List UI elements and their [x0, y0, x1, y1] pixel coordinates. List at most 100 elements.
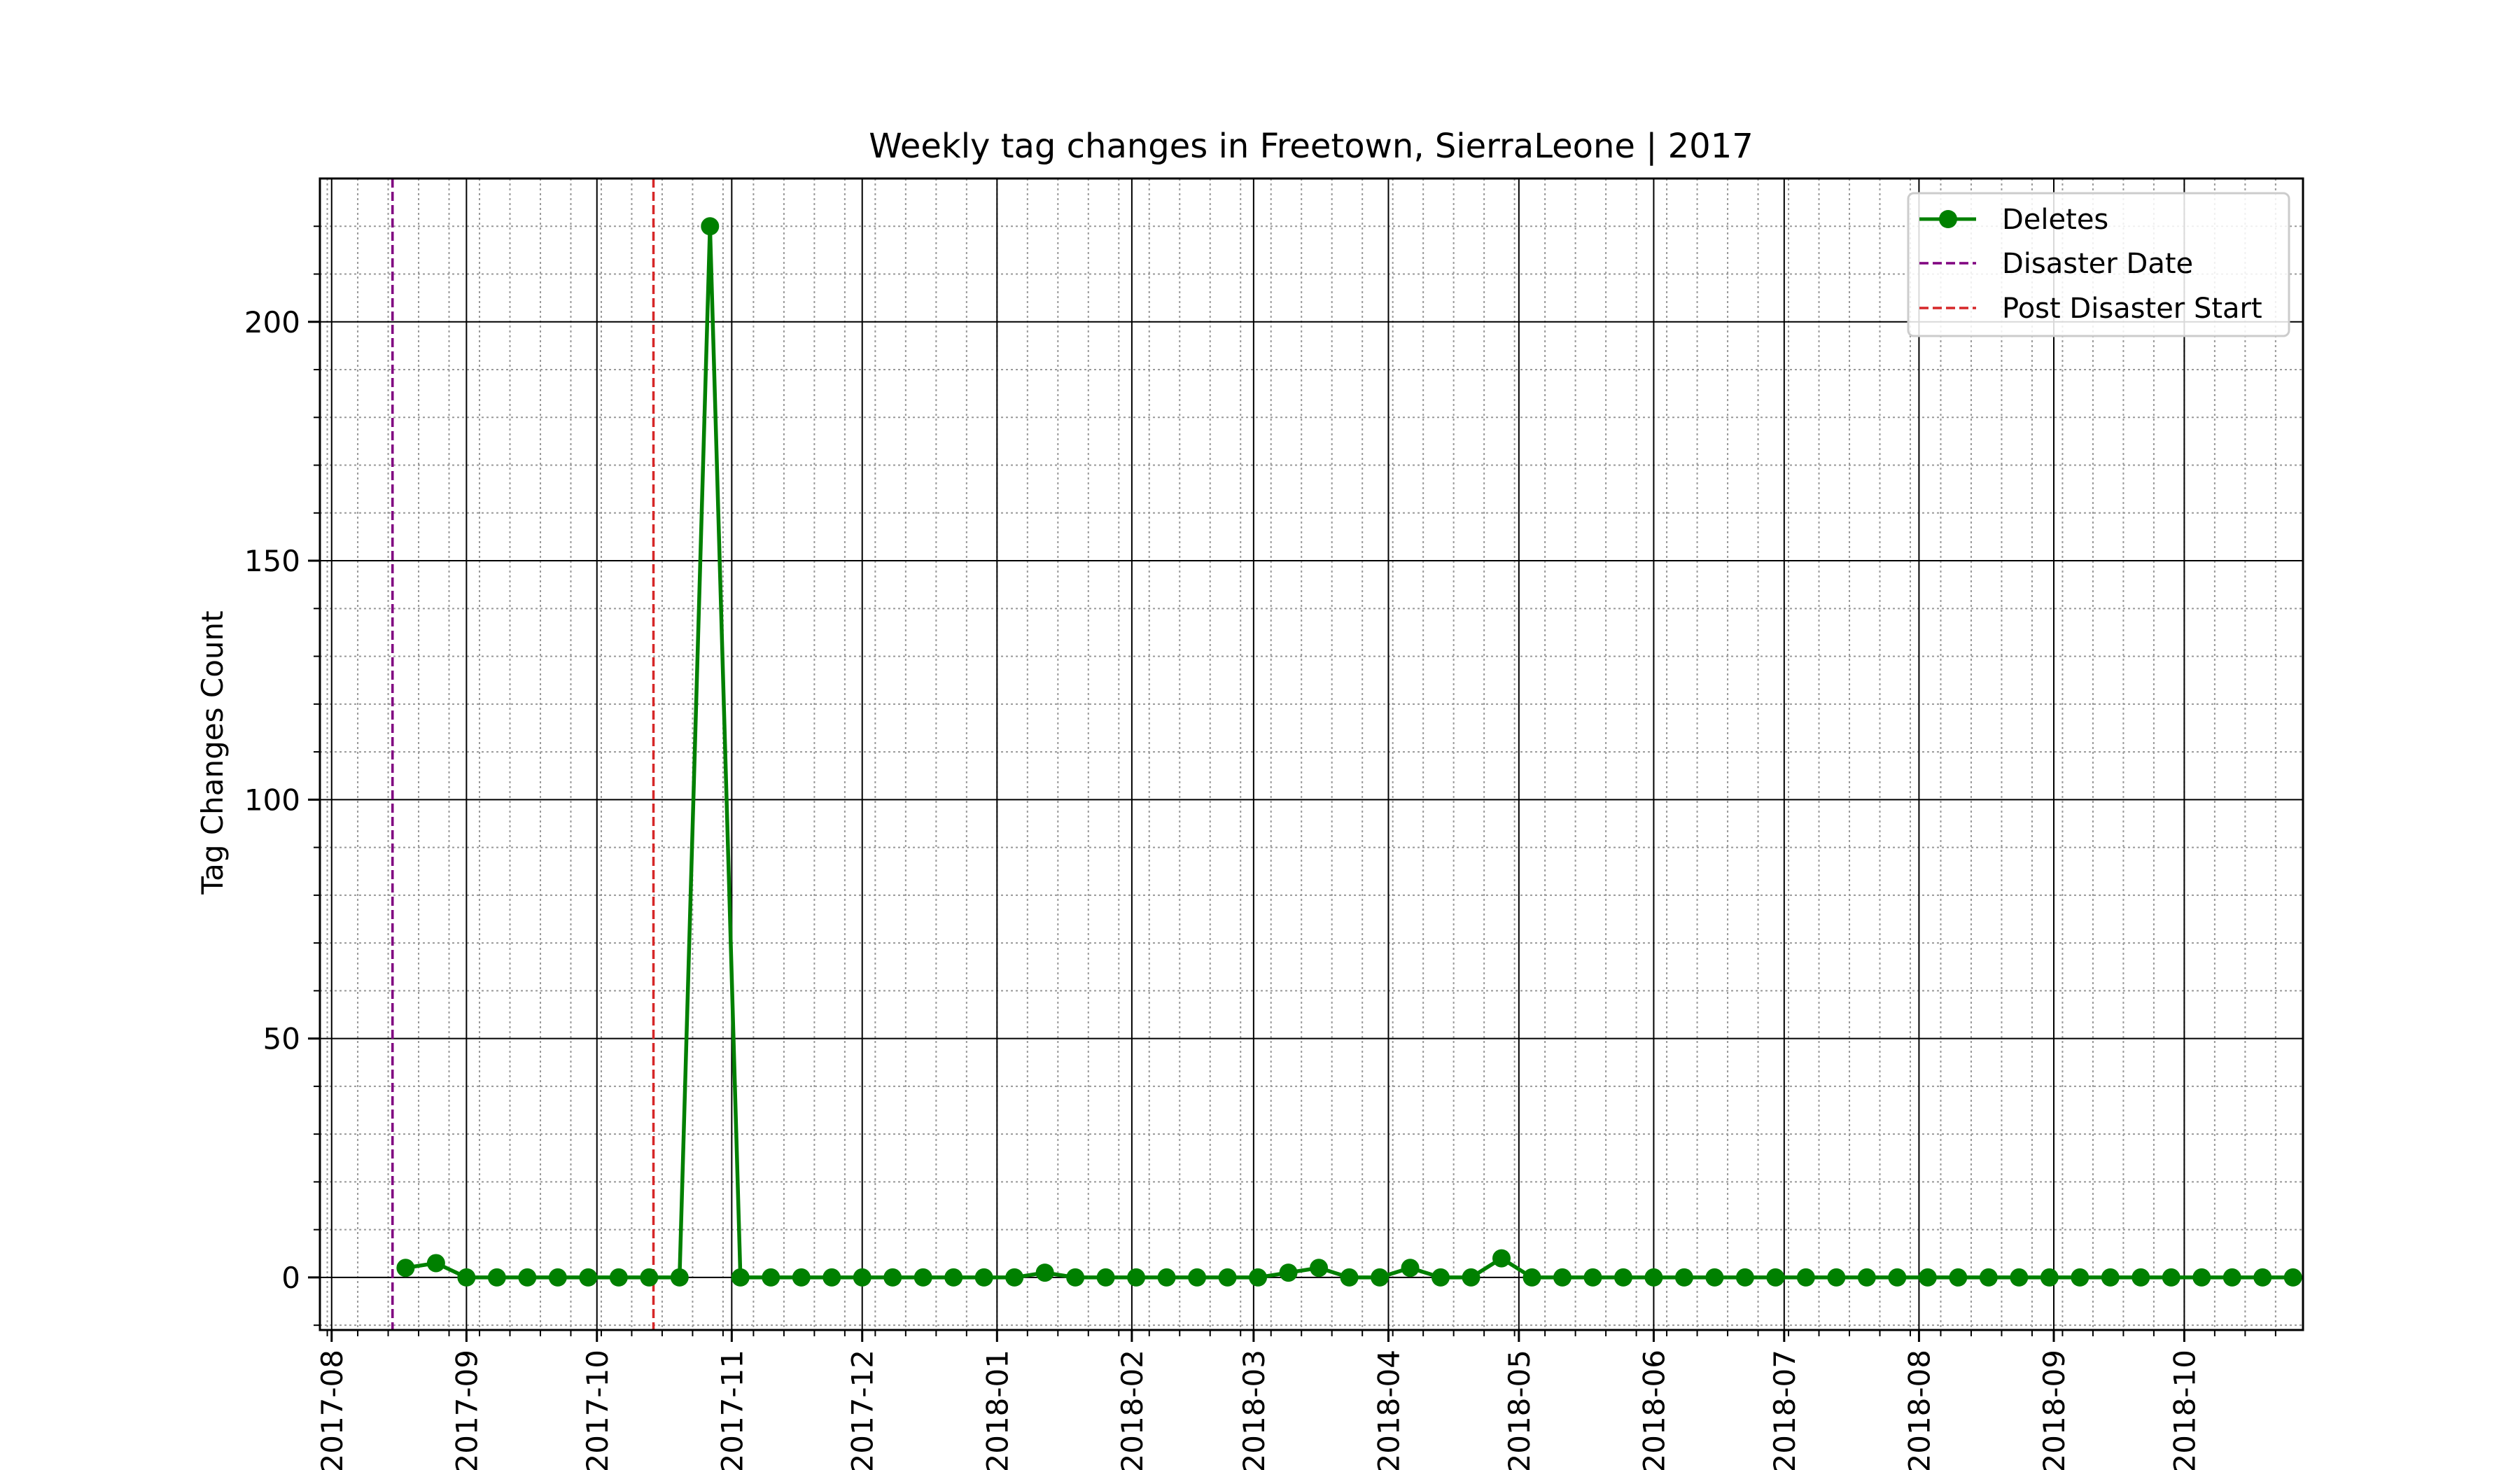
data-point [1005, 1268, 1024, 1287]
data-point [518, 1268, 537, 1287]
x-tick-label: 2018-01 [980, 1350, 1014, 1470]
legend-box [1907, 192, 2290, 337]
y-tick-label: 200 [244, 305, 300, 340]
chart-title: Weekly tag changes in Freetown, SierraLe… [869, 127, 1754, 166]
x-tick-label: 2017-08 [315, 1350, 349, 1470]
x-tick-label: 2017-09 [449, 1350, 484, 1470]
x-tick-label: 2018-02 [1115, 1350, 1149, 1470]
y-tick-label: 100 [244, 783, 300, 817]
data-point [913, 1268, 932, 1287]
data-point [2283, 1268, 2302, 1287]
major-grid [320, 178, 2303, 1330]
data-point [640, 1268, 659, 1287]
data-point [1066, 1268, 1085, 1287]
data-point [2101, 1268, 2120, 1287]
x-tick-label: 2018-08 [1902, 1350, 1936, 1470]
data-point [2040, 1268, 2059, 1287]
data-point [2010, 1268, 2029, 1287]
x-tick-label: 2018-07 [1768, 1350, 1802, 1470]
data-point [1522, 1268, 1541, 1287]
data-point [1949, 1268, 1968, 1287]
y-axis: 0 50 100 150 200 [244, 225, 320, 1326]
x-tick-label: 2018-06 [1637, 1350, 1671, 1470]
data-point [1340, 1268, 1359, 1287]
data-point [1188, 1268, 1207, 1287]
data-point [701, 217, 720, 236]
data-point [396, 1259, 415, 1278]
x-tick-label: 2017-11 [715, 1350, 749, 1470]
data-point [1096, 1268, 1115, 1287]
x-tick-label: 2018-03 [1237, 1350, 1271, 1470]
data-point [944, 1268, 963, 1287]
data-point [2253, 1268, 2272, 1287]
data-point [731, 1268, 750, 1287]
data-point [1735, 1268, 1754, 1287]
data-point [487, 1268, 506, 1287]
data-point [1888, 1268, 1907, 1287]
plot-area [318, 177, 2304, 1331]
data-point [1583, 1268, 1602, 1287]
data-point [883, 1268, 902, 1287]
data-point [426, 1254, 445, 1273]
y-tick-label: 150 [244, 544, 300, 578]
data-point [670, 1268, 689, 1287]
data-point [1310, 1259, 1329, 1278]
data-point [1035, 1264, 1054, 1282]
data-point [792, 1268, 811, 1287]
minor-grid [320, 178, 2303, 1330]
data-point [1614, 1268, 1632, 1287]
data-point [1249, 1268, 1268, 1287]
data-series [396, 217, 2302, 1287]
data-point [1432, 1268, 1450, 1287]
data-point [1462, 1268, 1480, 1287]
data-point [1218, 1268, 1237, 1287]
data-point [1766, 1268, 1785, 1287]
data-point [1401, 1259, 1420, 1278]
data-point [822, 1268, 841, 1287]
data-point [974, 1268, 993, 1287]
data-point [609, 1268, 628, 1287]
data-point [1279, 1264, 1298, 1282]
event-lines [391, 178, 655, 1330]
x-axis: 2017-08 2017-09 2017-10 2017-11 2017-12 2018-… [315, 1330, 2276, 1470]
y-tick-label: 50 [263, 1022, 300, 1056]
data-point [2071, 1268, 2090, 1287]
data-point [1827, 1268, 1846, 1287]
data-point [853, 1268, 872, 1287]
x-tick-label: 2018-04 [1371, 1350, 1406, 1470]
legend-deletes-label: Deletes [2002, 204, 2108, 236]
x-tick-label: 2017-10 [580, 1350, 615, 1470]
data-point [1492, 1249, 1511, 1268]
data-point [2162, 1268, 2180, 1287]
legend-post-disaster-label: Post Disaster Start [2002, 293, 2262, 325]
plot-frame [318, 177, 2304, 1331]
x-tick-label: 2018-09 [2037, 1350, 2071, 1470]
data-point [1674, 1268, 1693, 1287]
legend-deletes-marker [1939, 210, 1957, 228]
data-point [579, 1268, 598, 1287]
data-point [1979, 1268, 1998, 1287]
legend: Deletes Disaster Date Post Disaster Star… [1907, 192, 2290, 337]
data-point [1371, 1268, 1390, 1287]
y-axis-label: Tag Changes Count [195, 610, 230, 895]
data-point [1127, 1268, 1146, 1287]
data-point [2222, 1268, 2241, 1287]
data-point [457, 1268, 476, 1287]
data-point [1796, 1268, 1815, 1287]
data-point [2192, 1268, 2211, 1287]
data-point [1644, 1268, 1663, 1287]
data-point [762, 1268, 780, 1287]
legend-disaster-date-label: Disaster Date [2002, 248, 2193, 280]
data-point [1157, 1268, 1176, 1287]
data-point [1705, 1268, 1724, 1287]
data-point [548, 1268, 567, 1287]
x-tick-label: 2018-10 [2167, 1350, 2202, 1470]
data-point [1918, 1268, 1937, 1287]
x-tick-label: 2017-12 [846, 1350, 880, 1470]
data-point [1553, 1268, 1572, 1287]
data-point [1857, 1268, 1876, 1287]
x-tick-label: 2018-05 [1502, 1350, 1536, 1470]
y-tick-label: 0 [281, 1261, 300, 1295]
data-point [2132, 1268, 2150, 1287]
